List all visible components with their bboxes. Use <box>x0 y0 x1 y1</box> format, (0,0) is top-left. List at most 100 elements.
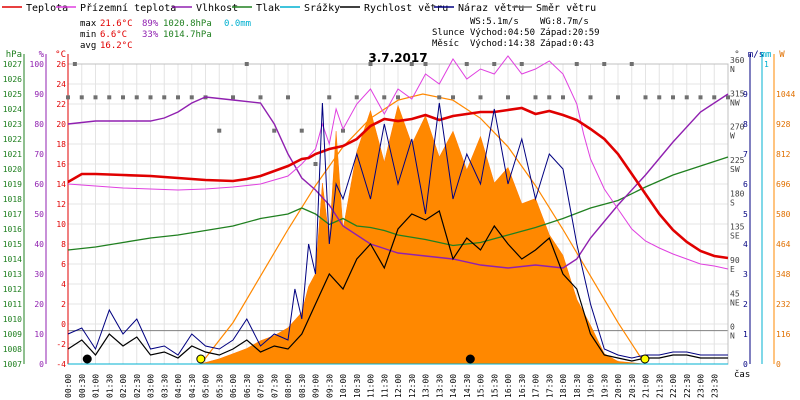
time-tick-label: 22:30 <box>683 374 692 398</box>
time-tick-label: 02:30 <box>133 374 142 398</box>
tick-label: 22 <box>56 100 66 109</box>
stat-label: avg <box>80 41 96 51</box>
tick-label: N <box>730 65 735 74</box>
tick-label: 45 <box>730 289 740 298</box>
stat-value: Východ:14:38 <box>470 39 535 49</box>
tick-label: 1011 <box>3 300 22 309</box>
stat-value: 21.6°C <box>100 19 133 29</box>
axis-unit: m/s <box>748 50 764 60</box>
legend-label: Tlak <box>256 3 280 14</box>
tick-label: 0 <box>39 360 44 369</box>
wind-direction-point <box>107 95 112 100</box>
time-tick-label: 00:30 <box>78 374 87 398</box>
time-tick-label: 14:30 <box>463 374 472 398</box>
ground-temperature-line <box>67 55 729 270</box>
time-tick-label: 10:00 <box>339 374 348 398</box>
wind-direction-point <box>66 95 70 100</box>
wind-direction-point <box>629 62 634 66</box>
time-tick-label: 14:00 <box>449 374 458 398</box>
tick-label: 4 <box>743 240 748 249</box>
wind-direction-point <box>657 95 662 100</box>
wind-direction-point <box>574 62 579 66</box>
tick-label: 0 <box>776 360 781 369</box>
tick-label: 14 <box>56 180 66 189</box>
time-tick-label: 07:00 <box>257 374 266 398</box>
tick-label: 1026 <box>3 75 22 84</box>
tick-label: -4 <box>56 360 66 369</box>
tick-label: 18 <box>56 140 66 149</box>
tick-label: 10 <box>34 330 44 339</box>
tick-label: 464 <box>776 240 791 249</box>
tick-label: 70 <box>34 150 44 159</box>
tick-label: 3 <box>743 270 748 279</box>
tick-label: 1013 <box>3 270 22 279</box>
stat-value: 0.0mm <box>224 19 251 29</box>
axis-label: čas <box>734 369 750 380</box>
time-tick-label: 03:30 <box>160 374 169 398</box>
tick-label: 8 <box>61 240 66 249</box>
wind-direction-point <box>506 95 510 100</box>
tick-label: SE <box>730 232 740 241</box>
wind-direction-point <box>602 62 607 66</box>
time-tick-label: 21:30 <box>655 374 664 398</box>
wind-direction-point <box>272 128 277 133</box>
time-tick-label: 11:30 <box>380 374 389 398</box>
pressure-line <box>67 156 729 251</box>
stat-value: 89% <box>142 19 159 29</box>
time-tick-label: 17:30 <box>545 374 554 398</box>
tick-label: 16 <box>56 160 66 169</box>
tick-label: 225 <box>730 156 745 165</box>
wind-direction-point <box>698 95 703 100</box>
wind-direction-point <box>588 95 593 100</box>
wind-direction-point <box>121 95 125 100</box>
tick-label: 360 <box>730 56 745 65</box>
time-tick-label: 19:00 <box>587 374 596 398</box>
wind-direction-point <box>368 62 373 66</box>
time-tick-label: 13:00 <box>422 374 431 398</box>
time-tick-label: 20:00 <box>614 374 623 398</box>
stat-value: 1020.8hPa <box>163 19 212 29</box>
time-tick-label: 23:00 <box>697 374 706 398</box>
time-tick-label: 05:00 <box>202 374 211 398</box>
time-tick-label: 16:30 <box>518 374 527 398</box>
wind-direction-point <box>684 95 689 100</box>
sunset-marker <box>640 354 650 364</box>
wind-direction-point <box>423 62 428 66</box>
tick-label: 1020 <box>3 165 22 174</box>
wind-direction-point <box>231 95 235 100</box>
time-tick-label: 18:00 <box>559 374 568 398</box>
tick-label: 4 <box>61 280 66 289</box>
time-tick-label: 15:00 <box>477 374 486 398</box>
legend-label: Vlhkost <box>196 3 238 14</box>
tick-label: N <box>730 332 735 341</box>
tick-label: 20 <box>34 300 44 309</box>
wind-direction-point <box>712 95 717 100</box>
time-tick-label: 07:30 <box>270 374 279 398</box>
legend-label: Srážky <box>304 2 340 14</box>
tick-label: 1021 <box>3 150 22 159</box>
tick-label: 1022 <box>3 135 22 144</box>
wind-direction-point <box>299 128 304 133</box>
time-tick-label: 15:30 <box>490 374 499 398</box>
tick-label: 90 <box>730 256 740 265</box>
tick-label: E <box>730 265 735 274</box>
axis-unit: ° <box>734 50 739 60</box>
wind-direction-point <box>671 95 675 100</box>
tick-label: 1024 <box>3 105 22 114</box>
stats-panel: max 21.6°C 89% 1020.8hPa 0.0mm min 6.6°C 33% 101… <box>80 17 600 51</box>
tick-label: 1007 <box>3 360 22 369</box>
legend-label: Rychlost větru <box>364 2 448 14</box>
legend-label: Směr větru <box>536 2 596 14</box>
tick-label: 10 <box>56 220 66 229</box>
time-tick-label: 19:30 <box>600 374 609 398</box>
legend-label: Teplota <box>26 3 68 14</box>
tick-label: 2 <box>61 300 66 309</box>
time-tick-label: 16:00 <box>504 374 513 398</box>
tick-label: 0 <box>743 360 748 369</box>
wind-direction-point <box>162 95 167 100</box>
time-tick-label: 05:30 <box>215 374 224 398</box>
time-tick-label: 11:00 <box>367 374 376 398</box>
tick-label: 1019 <box>3 180 22 189</box>
wind-direction-point <box>313 162 318 166</box>
wind-direction-point <box>396 95 400 100</box>
